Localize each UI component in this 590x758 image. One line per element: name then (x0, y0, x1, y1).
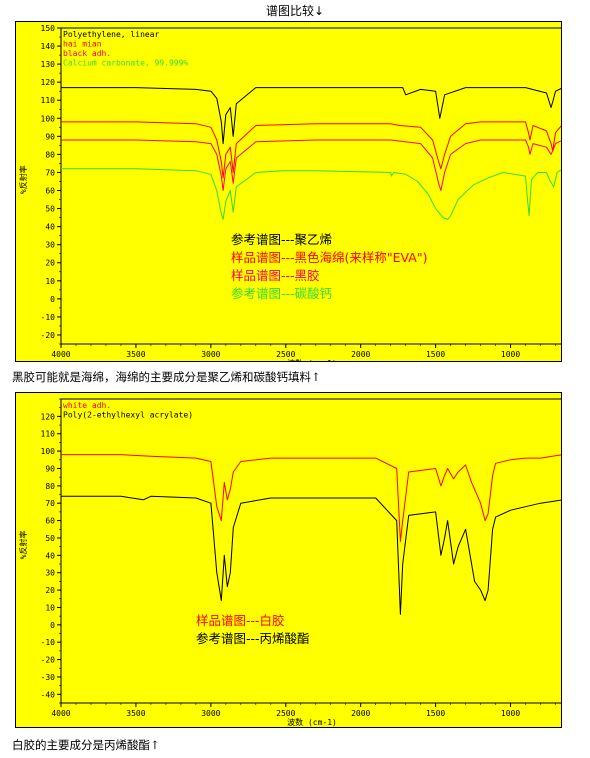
annotation-text: 参考谱图---碳酸钙 (231, 286, 332, 301)
y-tick-label: 40 (45, 551, 55, 560)
y-tick-label: 50 (45, 205, 55, 214)
series-line-2 (61, 495, 561, 615)
x-tick-label: 3500 (126, 709, 145, 718)
annotation-text: 样品谱图---白胶 (196, 613, 285, 628)
series-line-1 (61, 454, 561, 542)
x-tick-label: 2000 (351, 350, 370, 359)
x-tick-label: 1000 (501, 709, 520, 718)
x-tick-label: 4000 (51, 709, 70, 718)
legend-entry: Polyethylene, linear (63, 30, 160, 39)
legend-entry: black adh. (63, 49, 111, 58)
y-tick-label: -20 (41, 331, 56, 340)
y-tick-label: 30 (45, 569, 55, 578)
annotation-text: 参考谱图---聚乙烯 (231, 232, 332, 247)
spectrum-chart-white: -40 -30 -20 -10 0 10 20 30 40 50 60 70 80 90 100 110 120… (15, 392, 562, 728)
x-tick-label: 3000 (201, 350, 220, 359)
y-tick-label: 120 (41, 78, 56, 87)
y-tick-label: 50 (45, 534, 55, 543)
y-tick-label: -40 (41, 690, 56, 699)
y-tick-label: 10 (45, 603, 55, 612)
x-tick-label: 3500 (126, 350, 145, 359)
y-tick-label: 20 (45, 259, 55, 268)
y-tick-label: 130 (41, 60, 56, 69)
annotation-text: 参考谱图---丙烯酸酯 (196, 631, 310, 646)
y-tick-label: 110 (41, 430, 56, 439)
y-tick-label: 70 (45, 499, 55, 508)
y-tick-label: 30 (45, 241, 55, 250)
x-tick-label: 3000 (201, 709, 220, 718)
y-tick-label: 150 (41, 24, 56, 33)
legend-entry: white adh. (63, 401, 111, 410)
x-tick-label: 4000 (51, 350, 70, 359)
y-axis-label: %反射率 (18, 165, 28, 194)
spectrum-chart-black: -20 -10 0 10 20 30 40 50 60 70 80 90 100 110 120 130 140… (15, 21, 562, 362)
annotation-text: 样品谱图---黑色海绵(来样称"EVA") (231, 250, 428, 265)
y-tick-label: -30 (41, 673, 56, 682)
spectrum-plot-black: -20 -10 0 10 20 30 40 50 60 70 80 90 100 110 120 130 140… (18, 24, 561, 361)
x-tick-label: 2500 (276, 709, 295, 718)
legend-entry: Calcium carbonate, 99.999% (63, 59, 188, 68)
legend-entry: hai mian (63, 40, 102, 49)
y-tick-label: -20 (41, 656, 56, 665)
y-axis-label: %反射率 (18, 531, 28, 560)
y-tick-label: 90 (45, 132, 55, 141)
series-line-1 (61, 87, 561, 145)
y-tick-label: -10 (41, 313, 56, 322)
y-tick-label: 0 (50, 621, 55, 630)
x-axis-label: 波数 (cm-1) (287, 717, 337, 727)
caption-white: 白胶的主要成分是丙烯酸酯↑ (12, 738, 160, 752)
x-tick-label: 1500 (426, 709, 445, 718)
y-tick-label: 40 (45, 223, 55, 232)
y-tick-label: 120 (41, 412, 56, 421)
legend-entry: Poly(2-ethylhexyl acrylate) (63, 411, 193, 420)
series-line-4 (61, 168, 561, 220)
y-tick-label: 80 (45, 150, 55, 159)
y-tick-label: 90 (45, 464, 55, 473)
caption-black: 黑胶可能就是海绵，海绵的主要成分是聚乙烯和碳酸钙填料↑ (12, 370, 321, 384)
x-tick-label: 1000 (501, 350, 520, 359)
plot-frame (60, 27, 561, 345)
y-tick-label: 80 (45, 482, 55, 491)
x-tick-label: 2000 (351, 709, 370, 718)
plot-frame (60, 398, 561, 704)
annotation-text: 样品谱图---黑胶 (231, 268, 320, 283)
y-tick-label: 60 (45, 517, 55, 526)
y-tick-label: 10 (45, 277, 55, 286)
series-line-3 (61, 139, 561, 191)
y-tick-label: 70 (45, 168, 55, 177)
y-tick-label: 100 (41, 447, 56, 456)
y-tick-label: 20 (45, 586, 55, 595)
y-tick-label: 0 (50, 295, 55, 304)
spectrum-plot-white: -40 -30 -20 -10 0 10 20 30 40 50 60 70 80 90 100 110 120… (18, 398, 561, 727)
x-tick-label: 2500 (276, 350, 295, 359)
y-tick-label: -10 (41, 638, 56, 647)
y-tick-label: 100 (41, 114, 56, 123)
page-heading: 谱图比较↓ (265, 4, 325, 18)
y-tick-label: 140 (41, 42, 56, 51)
series-line-2 (61, 121, 561, 179)
y-tick-label: 60 (45, 187, 55, 196)
y-tick-label: 110 (41, 96, 56, 105)
x-tick-label: 1500 (426, 350, 445, 359)
x-axis-label: 波数 (cm-1) (287, 358, 337, 361)
